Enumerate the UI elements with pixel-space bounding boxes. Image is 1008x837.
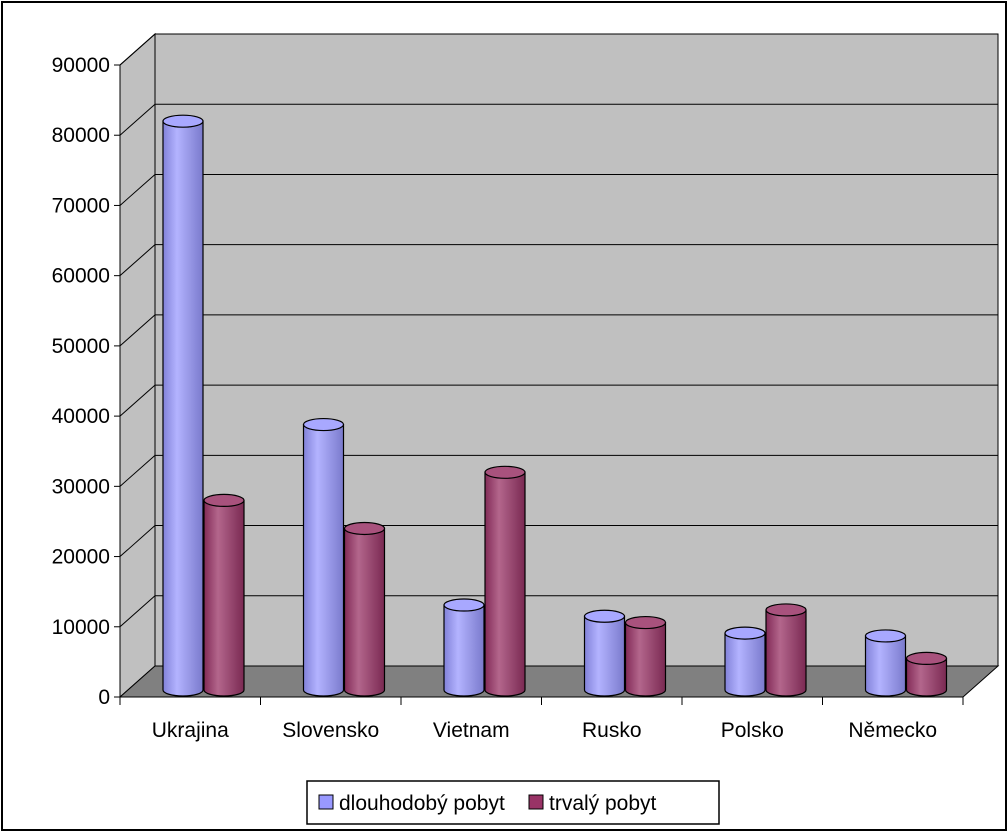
bar-trvaly-3 — [626, 617, 666, 696]
bar-dlouhodoby-4 — [725, 627, 765, 696]
bar-trvaly-5 — [907, 652, 947, 696]
bar-body — [163, 121, 203, 696]
legend-swatch — [319, 795, 333, 809]
side-wall — [120, 34, 155, 697]
bar-top — [585, 610, 625, 622]
bar-body — [626, 623, 666, 696]
y-tick-label: 90000 — [52, 54, 110, 77]
x-tick-label: Ukrajina — [152, 719, 229, 742]
bar-body — [444, 605, 484, 696]
bar-top — [866, 630, 906, 642]
x-tick-label: Polsko — [721, 719, 784, 742]
bar-top — [626, 617, 666, 629]
bar-top — [444, 599, 484, 611]
bar-dlouhodoby-2 — [444, 599, 484, 696]
bar-body — [725, 633, 765, 696]
legend-swatch — [529, 795, 543, 809]
legend-label: trvalý pobyt — [549, 792, 657, 815]
bar-top — [345, 522, 385, 534]
bar-trvaly-2 — [485, 466, 525, 696]
y-tick-label: 80000 — [52, 124, 110, 147]
bar-body — [304, 425, 344, 696]
x-tick-label: Slovensko — [282, 719, 379, 742]
y-tick-label: 0 — [98, 686, 110, 709]
bar-top — [485, 466, 525, 478]
bar-trvaly-1 — [345, 522, 385, 696]
bar-trvaly-0 — [204, 494, 244, 696]
y-tick-label: 70000 — [52, 194, 110, 217]
bar-dlouhodoby-0 — [163, 115, 203, 696]
bar-dlouhodoby-1 — [304, 419, 344, 696]
legend-label: dlouhodobý pobyt — [339, 792, 505, 815]
bar-body — [766, 610, 806, 696]
bar-top — [304, 419, 344, 431]
bar-top — [725, 627, 765, 639]
x-tick-label: Vietnam — [433, 719, 510, 742]
bar-top — [766, 604, 806, 616]
bar-dlouhodoby-3 — [585, 610, 625, 696]
y-tick-label: 40000 — [52, 405, 110, 428]
bar-top — [204, 494, 244, 506]
x-tick-label: Rusko — [582, 719, 642, 742]
bar-body — [585, 616, 625, 696]
bar-top — [163, 115, 203, 127]
y-tick-label: 20000 — [52, 546, 110, 569]
bar-dlouhodoby-5 — [866, 630, 906, 696]
bar-body — [204, 500, 244, 696]
y-tick-label: 10000 — [52, 616, 110, 639]
bar-body — [345, 528, 385, 696]
y-tick-label: 30000 — [52, 475, 110, 498]
bar-trvaly-4 — [766, 604, 806, 696]
y-tick-label: 60000 — [52, 265, 110, 288]
back-wall — [155, 34, 998, 666]
x-tick-label: Německo — [848, 719, 937, 742]
bar-body — [866, 636, 906, 696]
bar-top — [907, 652, 947, 664]
bar-body — [485, 472, 525, 696]
y-tick-label: 50000 — [52, 335, 110, 358]
